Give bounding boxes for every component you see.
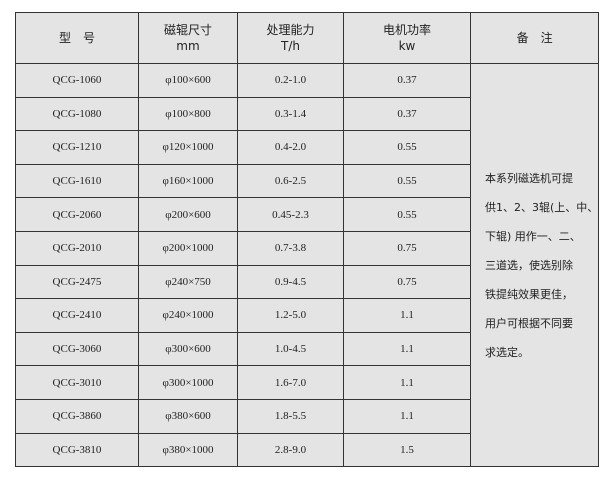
cell-roller-size: φ380×1000 xyxy=(138,432,238,468)
cell-motor-power: 0.55 xyxy=(343,130,471,165)
cell-roller-size: φ380×600 xyxy=(138,398,238,434)
cell-capacity: 0.4-2.0 xyxy=(237,130,344,165)
cell-roller-size: φ240×1000 xyxy=(138,298,238,333)
cell-model: QCG-2475 xyxy=(15,264,139,300)
cell-motor-power: 1.1 xyxy=(343,398,471,434)
table-row: QCG-1610 φ160×1000 0.6-2.5 0.55 xyxy=(15,163,599,199)
cell-motor-power: 0.75 xyxy=(343,264,471,300)
cell-remarks: 本系列磁选机可提供1、2、3辊(上、中、 下辊) 用作一、二、 三道选，使选别除 铁提… xyxy=(469,62,600,468)
table-row: QCG-1060 φ100×600 0.2-1.0 0.37 本系列磁选机可提 供1、2、… xyxy=(15,62,600,468)
header-label: 磁辊尺寸 xyxy=(163,23,212,37)
cell-motor-power: 0.37 xyxy=(343,63,471,98)
remark-line: 求选定。 xyxy=(485,345,529,359)
cell-model: QCG-3810 xyxy=(15,432,139,468)
cell-capacity: 0.2-1.0 xyxy=(237,63,344,98)
cell-model: QCG-2010 xyxy=(15,230,139,266)
cell-model: QCG-1060 xyxy=(15,63,139,98)
header-remarks: 备 注 xyxy=(469,12,600,64)
header-model: 型 号 xyxy=(15,12,139,64)
cell-model: QCG-2410 xyxy=(15,298,139,333)
table-row: QCG-3810 φ380×1000 2.8-9.0 1.5 xyxy=(15,432,599,468)
cell-motor-power: 1.5 xyxy=(343,432,471,468)
table-row: QCG-1080 φ100×800 0.3-1.4 0.37 xyxy=(15,96,599,132)
cell-roller-size: φ160×1000 xyxy=(138,163,238,199)
header-unit: kw xyxy=(398,39,416,53)
header-label: 处理能力 xyxy=(266,23,315,37)
cell-model: QCG-3060 xyxy=(15,331,139,367)
remark-line: 用户可根据不同要 xyxy=(485,316,573,330)
cell-model: QCG-3860 xyxy=(15,398,139,434)
cell-motor-power: 1.1 xyxy=(343,298,471,333)
cell-capacity: 0.7-3.8 xyxy=(237,230,344,266)
table-row: QCG-3060 φ300×600 1.0-4.5 1.1 xyxy=(15,331,599,367)
table-row: QCG-2475 φ240×750 0.9-4.5 0.75 xyxy=(15,264,599,300)
cell-model: QCG-1080 xyxy=(15,96,139,132)
remark-line: 三道选，使选别除 xyxy=(485,258,573,272)
spec-table: 型 号 磁辊尺寸 mm 处理能力 T/h 电机功率 kw 备 注 QCG-1060 φ1… xyxy=(15,12,600,468)
remark-line: 铁提纯效果更佳， xyxy=(485,287,573,301)
remark-line: 下辊) 用作一、二、 xyxy=(485,229,581,243)
cell-roller-size: φ100×600 xyxy=(138,63,238,98)
cell-roller-size: φ300×600 xyxy=(138,331,238,367)
header-unit: T/h xyxy=(281,39,300,53)
remark-line: 供1、2、3辊(上、中、 xyxy=(485,200,599,214)
cell-motor-power: 0.75 xyxy=(343,230,471,266)
header-label: 备 注 xyxy=(516,31,553,45)
cell-model: QCG-1210 xyxy=(15,130,139,165)
cell-model: QCG-2060 xyxy=(15,197,139,232)
cell-capacity: 0.45-2.3 xyxy=(237,197,344,232)
cell-capacity: 1.2-5.0 xyxy=(237,298,344,333)
header-capacity: 处理能力 T/h xyxy=(237,12,344,64)
cell-roller-size: φ300×1000 xyxy=(138,365,238,400)
header-unit: mm xyxy=(176,39,200,53)
cell-roller-size: φ120×1000 xyxy=(138,130,238,165)
cell-capacity: 2.8-9.0 xyxy=(237,432,344,468)
cell-capacity: 1.6-7.0 xyxy=(237,365,344,400)
table-row: QCG-1210 φ120×1000 0.4-2.0 0.55 xyxy=(15,130,599,165)
header-label: 电机功率 xyxy=(382,23,431,37)
header-label: 型 号 xyxy=(58,31,95,45)
cell-motor-power: 0.55 xyxy=(343,163,471,199)
cell-roller-size: φ240×750 xyxy=(138,264,238,300)
cell-motor-power: 0.37 xyxy=(343,96,471,132)
cell-capacity: 1.8-5.5 xyxy=(237,398,344,434)
header-roller-size: 磁辊尺寸 mm xyxy=(138,12,238,64)
cell-roller-size: φ200×600 xyxy=(138,197,238,232)
cell-motor-power: 1.1 xyxy=(343,365,471,400)
cell-capacity: 1.0-4.5 xyxy=(237,331,344,367)
header-row: 型 号 磁辊尺寸 mm 处理能力 T/h 电机功率 kw 备 注 xyxy=(15,12,600,64)
header-motor-power: 电机功率 kw xyxy=(343,12,471,64)
cell-roller-size: φ200×1000 xyxy=(138,230,238,266)
table-row: QCG-2060 φ200×600 0.45-2.3 0.55 xyxy=(15,197,599,232)
cell-capacity: 0.3-1.4 xyxy=(237,96,344,132)
remark-line: 本系列磁选机可提 xyxy=(485,171,573,185)
table-row: QCG-2010 φ200×1000 0.7-3.8 0.75 xyxy=(15,230,599,266)
cell-model: QCG-1610 xyxy=(15,163,139,199)
cell-motor-power: 0.55 xyxy=(343,197,471,232)
table-row: QCG-2410 φ240×1000 1.2-5.0 1.1 xyxy=(15,298,599,333)
cell-model: QCG-3010 xyxy=(15,365,139,400)
cell-capacity: 0.6-2.5 xyxy=(237,163,344,199)
cell-roller-size: φ100×800 xyxy=(138,96,238,132)
cell-capacity: 0.9-4.5 xyxy=(237,264,344,300)
cell-motor-power: 1.1 xyxy=(343,331,471,367)
